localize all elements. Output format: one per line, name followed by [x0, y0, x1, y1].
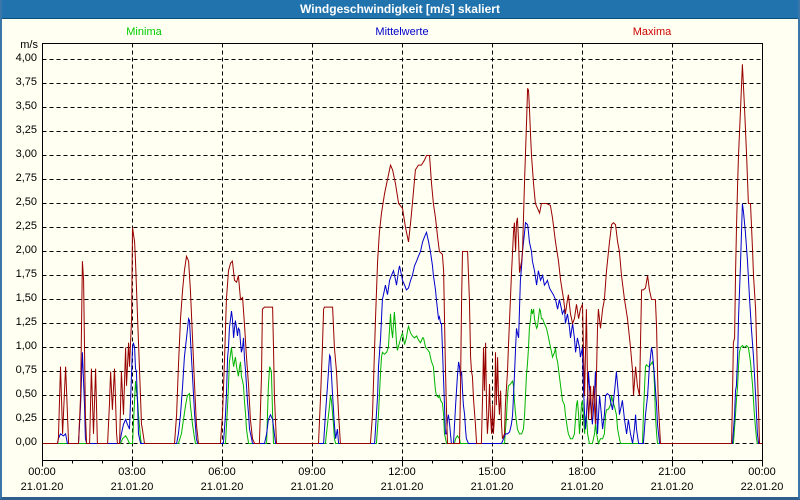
x-tick-date-label: 21.01.20	[470, 481, 514, 493]
series-line-maxima	[42, 64, 763, 444]
x-tick-date-label: 21.01.20	[20, 481, 64, 493]
y-tick-label: 3,75	[15, 76, 37, 88]
y-tick-label: 0,50	[15, 388, 37, 400]
y-tick-label: 1,25	[15, 316, 37, 328]
x-tick-time-label: 03:00	[118, 466, 146, 478]
y-tick-label: 2,00	[15, 244, 37, 256]
x-tick-date-label: 22.01.20	[740, 481, 784, 493]
y-tick-label: 1,00	[15, 340, 37, 352]
legend-mittelwerte: Mittelwerte	[375, 26, 429, 38]
x-tick-date-label: 21.01.20	[560, 481, 604, 493]
legend-minima: Minima	[126, 26, 162, 38]
y-axis-unit-label: m/s	[20, 39, 38, 51]
series-line-mittelwerte	[42, 203, 763, 444]
x-tick-time-label: 06:00	[208, 466, 236, 478]
chart-title: Windgeschwindigkeit [m/s] skaliert	[300, 2, 500, 16]
y-tick-label: 3,00	[15, 148, 37, 160]
x-tick-time-label: 18:00	[568, 466, 596, 478]
y-tick-label: 2,50	[15, 196, 37, 208]
x-tick-date-label: 21.01.20	[650, 481, 694, 493]
x-tick-time-label: 15:00	[478, 466, 506, 478]
legend-maxima: Maxima	[632, 26, 672, 38]
series-lines	[42, 64, 763, 446]
x-tick-time-label: 12:00	[388, 466, 416, 478]
gridlines	[42, 43, 763, 461]
y-tick-label: 1,50	[15, 292, 37, 304]
plot-area	[42, 43, 763, 467]
x-tick-time-label: 21:00	[658, 466, 686, 478]
x-tick-date-label: 21.01.20	[110, 481, 154, 493]
x-tick-time-label: 09:00	[298, 466, 326, 478]
y-tick-label: 0,25	[15, 412, 37, 424]
y-tick-label: 0,75	[15, 364, 37, 376]
x-tick-date-label: 21.01.20	[290, 481, 334, 493]
y-tick-label: 0,00	[15, 436, 37, 448]
y-tick-label: 2,75	[15, 172, 37, 184]
x-tick-date-label: 21.01.20	[200, 481, 244, 493]
x-tick-date-label: 21.01.20	[380, 481, 424, 493]
x-tick-time-label: 00:00	[748, 466, 776, 478]
x-tick-time-label: 00:00	[28, 466, 56, 478]
title-bar: Windgeschwindigkeit [m/s] skaliert	[2, 0, 798, 19]
y-tick-label: 3,25	[15, 124, 37, 136]
y-tick-label: 1,75	[15, 268, 37, 280]
plot-border	[42, 43, 763, 461]
y-tick-label: 3,50	[15, 100, 37, 112]
y-tick-label: 4,00	[15, 52, 37, 64]
y-tick-label: 2,25	[15, 220, 37, 232]
